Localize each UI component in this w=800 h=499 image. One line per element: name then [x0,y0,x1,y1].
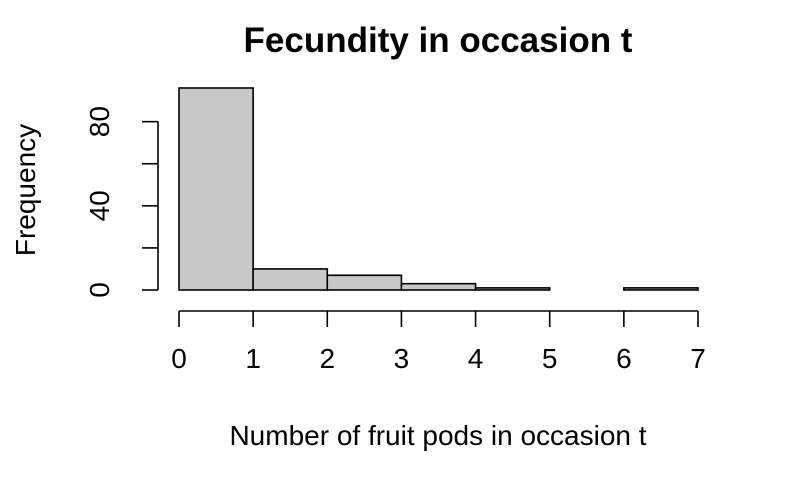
x-tick-label: 6 [616,343,632,374]
chart-title: Fecundity in occasion t [244,21,633,60]
histogram-bar-1 [252,268,329,291]
histogram-bar-2 [326,274,403,291]
y-axis-title: Frequency [10,124,41,256]
histogram-bar-3 [400,282,477,291]
x-axis: 0 1 2 3 4 5 6 7 [171,310,706,374]
x-tick-label: 5 [542,343,558,374]
histogram-bar-4 [474,287,551,291]
histogram-bar-0 [178,87,254,291]
x-tick-label: 7 [690,343,706,374]
histogram-bar-6 [623,287,699,291]
y-axis: 0 40 80 [84,106,159,298]
x-tick-label: 4 [468,343,484,374]
x-tick-label: 2 [319,343,335,374]
x-tick-label: 0 [171,343,187,374]
x-tick-label: 3 [394,343,410,374]
bars-group [178,87,699,291]
y-tick-label: 0 [84,282,115,298]
y-tick-label: 80 [84,106,115,137]
x-tick-label: 1 [245,343,261,374]
x-axis-title: Number of fruit pods in occasion t [229,420,646,451]
y-tick-label: 40 [84,190,115,221]
